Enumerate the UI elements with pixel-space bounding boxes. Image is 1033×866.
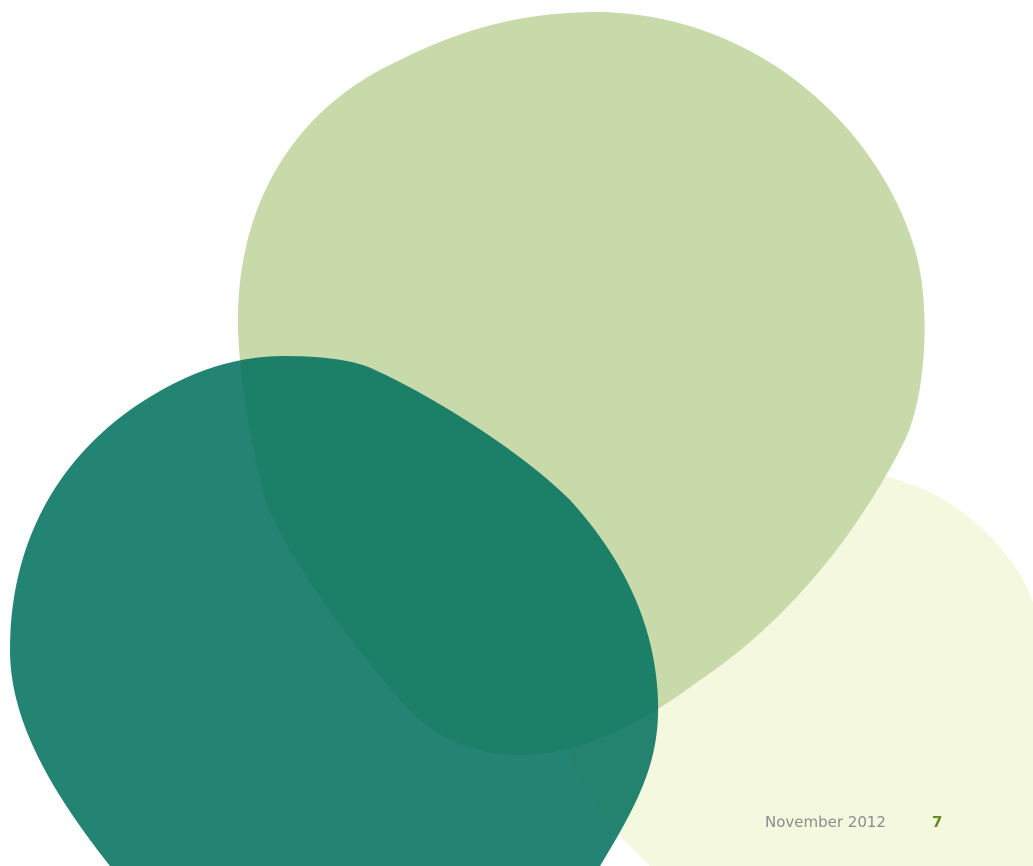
teal-blob — [10, 356, 659, 866]
footer-date: November 2012 — [765, 813, 886, 831]
page-number: 7 — [932, 813, 942, 831]
